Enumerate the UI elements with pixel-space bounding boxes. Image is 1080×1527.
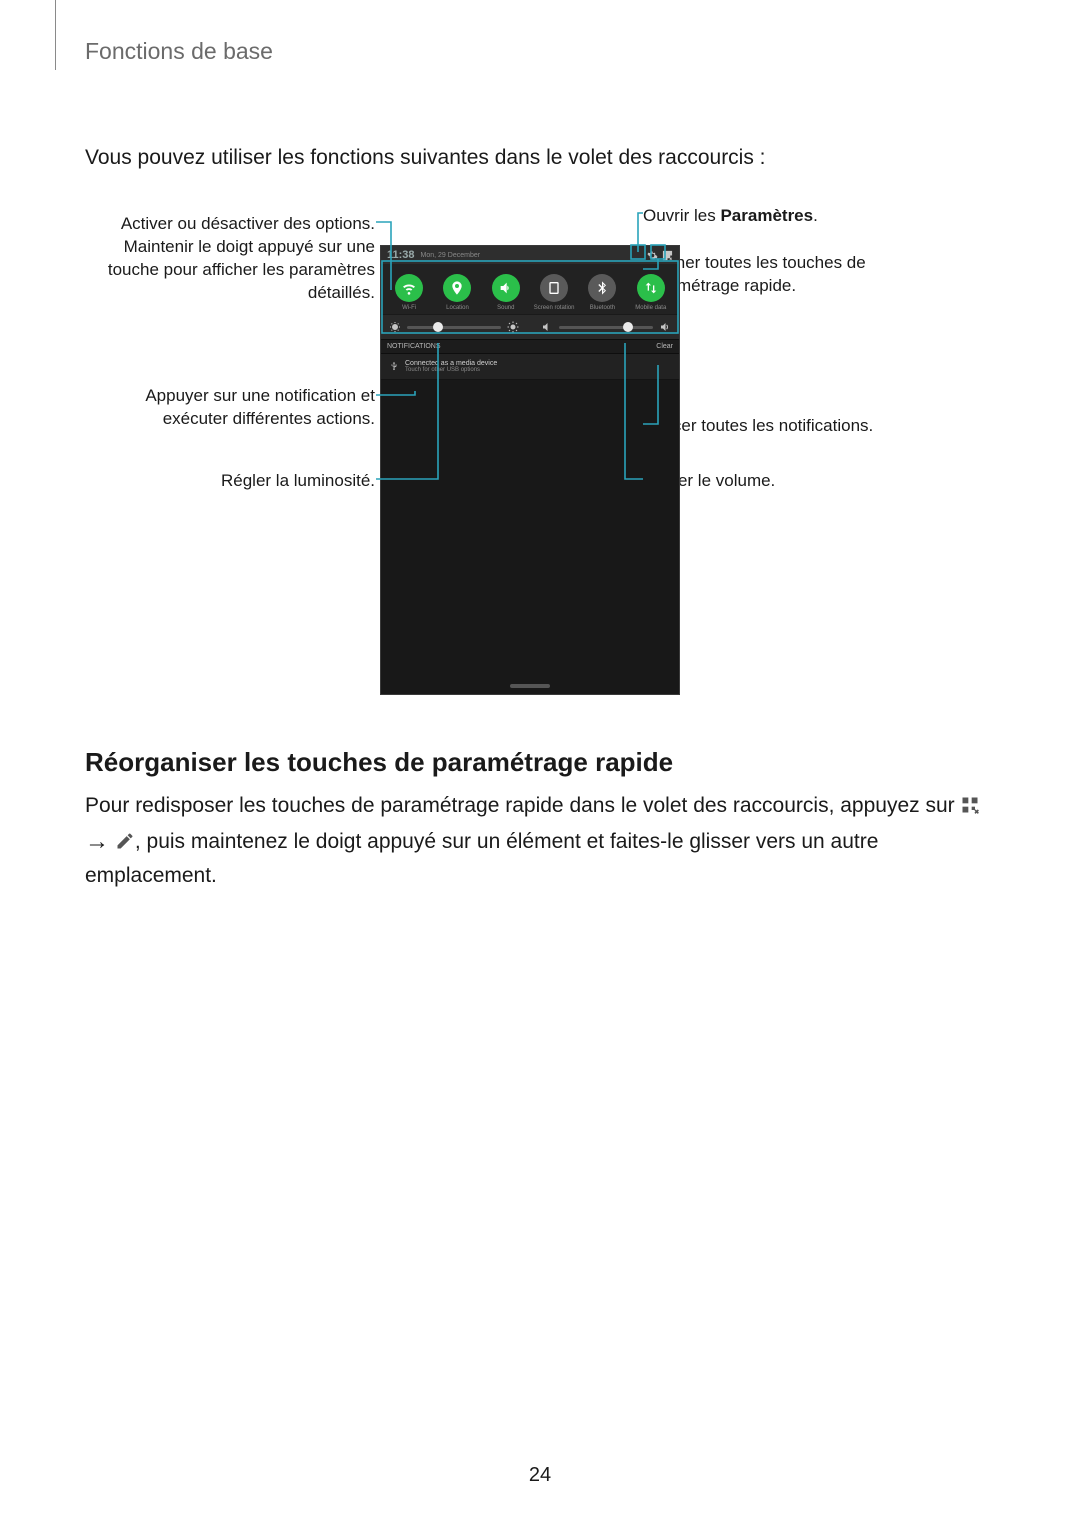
quick-bluetooth: Bluetooth <box>580 274 624 312</box>
quick-label: Location <box>446 305 469 312</box>
quick-label: Mobile data <box>635 305 666 312</box>
gear-icon <box>647 250 658 261</box>
wifi-icon <box>401 280 417 296</box>
notif-title: Connected as a media device <box>405 360 497 367</box>
brightness-high-icon <box>507 321 519 333</box>
mobiledata-icon <box>643 280 659 296</box>
section-title: Réorganiser les touches de paramétrage r… <box>85 747 995 778</box>
grid-edit-icon <box>960 795 980 815</box>
diagram: Activer ou désactiver des options. Maint… <box>85 195 995 705</box>
callout-toggle-options: Activer ou désactiver des options. Maint… <box>85 213 375 305</box>
notification-header: NOTIFICATIONS Clear <box>381 339 679 354</box>
callout-r1-bold: Paramètres <box>720 206 813 225</box>
margin-rule <box>55 0 56 70</box>
quick-label: Screen rotation <box>534 305 575 312</box>
quick-rotation: Screen rotation <box>532 274 576 312</box>
volume-high-icon <box>659 321 671 333</box>
bluetooth-icon <box>594 280 610 296</box>
grid-icon <box>662 250 673 261</box>
clear-button: Clear <box>656 343 673 350</box>
callout-tap-notification: Appuyer sur une notification et exécuter… <box>85 385 375 431</box>
intro-text: Vous pouvez utiliser les fonctions suiva… <box>85 143 995 173</box>
quick-label: Sound <box>497 305 514 312</box>
phone-mock: 11:38 Mon, 29 December Wi-Fi Location So… <box>380 245 680 695</box>
page-number: 24 <box>0 1464 1080 1487</box>
quick-mobiledata: Mobile data <box>629 274 673 312</box>
header-title: Fonctions de base <box>85 38 273 64</box>
notif-subtitle: Touch for other USB options <box>405 367 497 373</box>
quick-sound: Sound <box>484 274 528 312</box>
volume-low-icon <box>541 321 553 333</box>
quick-settings-row: Wi-Fi Location Sound Screen rotation Blu… <box>381 264 679 314</box>
callout-brightness: Régler la luminosité. <box>85 470 375 493</box>
callout-r1-prefix: Ouvrir les <box>643 206 720 225</box>
callout-show-all-quick: Afficher toutes les touches de paramétra… <box>643 252 963 298</box>
brightness-low-icon <box>389 321 401 333</box>
quick-label: Wi-Fi <box>402 305 416 312</box>
pencil-icon <box>115 831 135 851</box>
notif-header-label: NOTIFICATIONS <box>387 343 441 350</box>
quick-location: Location <box>435 274 479 312</box>
notification-item: Connected as a media device Touch for ot… <box>381 354 679 380</box>
status-bar: 11:38 Mon, 29 December <box>381 246 679 264</box>
panel-handle <box>510 684 550 688</box>
callout-open-settings: Ouvrir les Paramètres. <box>643 205 963 228</box>
status-time: 11:38 <box>387 249 415 261</box>
usb-icon <box>389 361 399 371</box>
callout-r1-suffix: . <box>813 206 818 225</box>
section-paragraph: Pour redisposer les touches de paramétra… <box>85 790 995 892</box>
status-date: Mon, 29 December <box>421 252 643 259</box>
slider-row <box>381 314 679 339</box>
callout-clear-notifications: Effacer toutes les notifications. <box>643 415 963 438</box>
callout-volume: Régler le volume. <box>643 470 963 493</box>
page-header: Fonctions de base <box>85 0 995 65</box>
para-part-a: Pour redisposer les touches de paramétra… <box>85 794 960 817</box>
quick-wifi: Wi-Fi <box>387 274 431 312</box>
location-icon <box>449 280 465 296</box>
para-part-b: , puis maintenez le doigt appuyé sur un … <box>85 830 878 887</box>
rotation-icon <box>546 280 562 296</box>
sound-icon <box>498 280 514 296</box>
arrow-icon: → <box>85 828 109 855</box>
quick-label: Bluetooth <box>590 305 615 312</box>
